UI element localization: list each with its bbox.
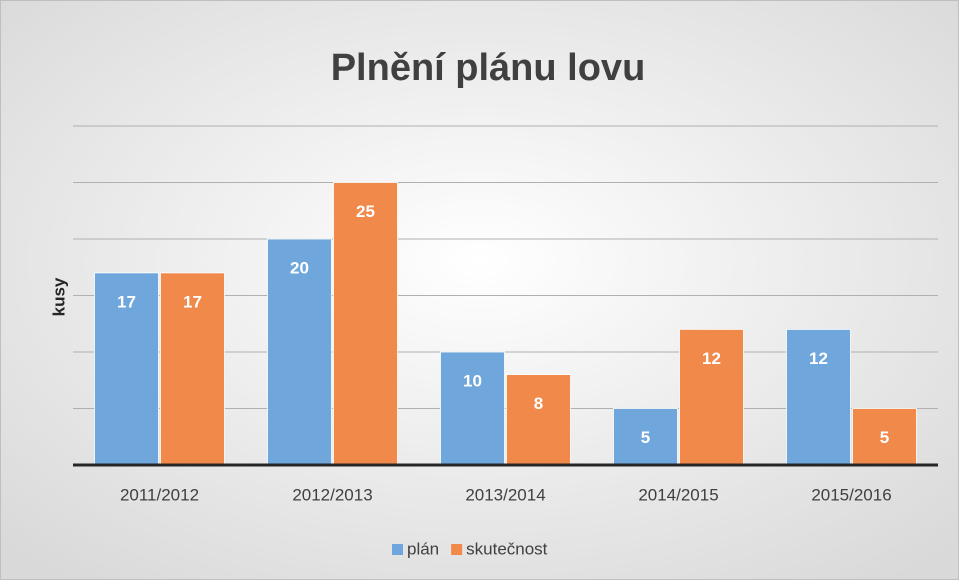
bar [786,328,851,466]
legend-swatch [392,544,403,555]
bar [267,238,332,466]
data-label: 10 [463,371,482,390]
data-label: 20 [290,258,309,277]
x-tick-label: 2015/2016 [811,485,891,504]
legend-swatch [451,544,463,555]
bar [333,182,398,466]
bar [440,351,505,466]
bar [852,408,917,466]
data-label: 12 [809,349,828,368]
x-tick-label: 2012/2013 [292,485,372,504]
x-tick-label: 2014/2015 [638,485,718,504]
data-label: 17 [117,292,136,311]
data-label: 8 [534,394,543,413]
data-label: 5 [641,428,650,447]
x-tick-label: 2011/2012 [120,485,199,504]
bar [160,272,225,466]
bar [94,272,159,466]
bar [679,328,744,466]
x-tick-label: 2013/2014 [465,485,545,504]
data-label: 12 [702,349,721,368]
data-label: 25 [356,202,375,221]
bar [506,374,571,466]
bar [613,408,678,466]
data-label: 17 [183,292,202,311]
chart-title: Plnění plánu lovu [331,47,646,89]
data-label: 5 [880,428,889,447]
y-axis-label: kusy [49,277,68,316]
legend-label: skutečnost [466,539,548,558]
legend-label: plán [407,539,439,558]
